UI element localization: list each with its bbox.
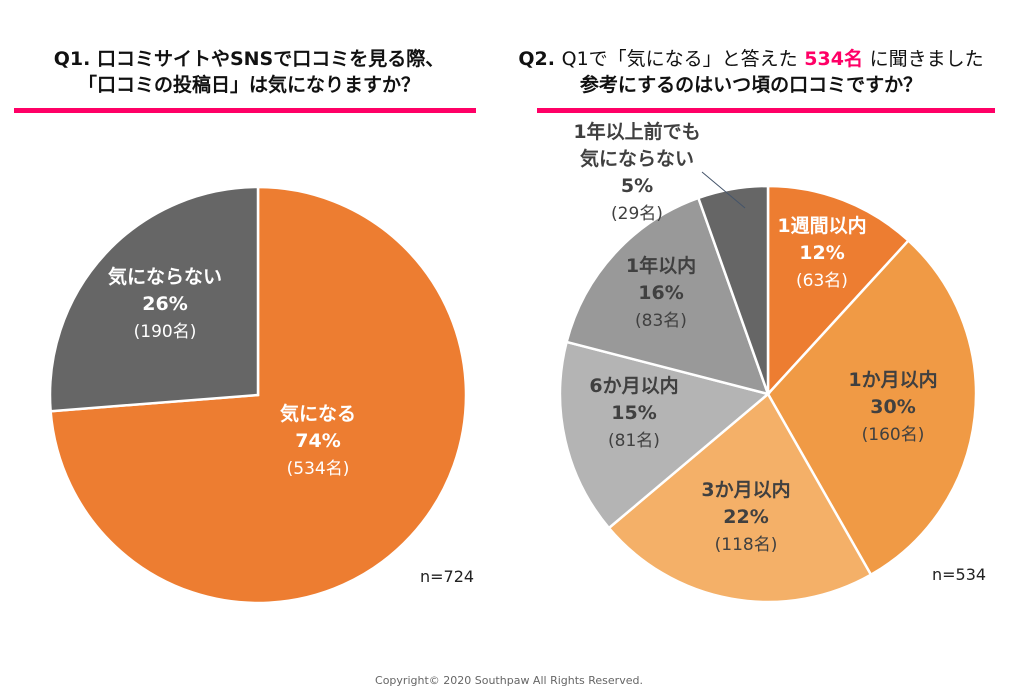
q2-slice-1-label: 1週間以内 bbox=[777, 214, 866, 237]
q2-underline bbox=[537, 108, 995, 113]
q1-pie-slice-2 bbox=[48, 185, 260, 413]
q2-respondent-count: 534名 bbox=[804, 48, 863, 70]
q2-slice-4-count: (81名) bbox=[608, 431, 660, 451]
q2-slice-2-percent: 30% bbox=[870, 396, 915, 418]
q2-pie-slice-3 bbox=[607, 392, 873, 604]
q2-pie-slice-6 bbox=[696, 184, 770, 395]
q2-slice-6-percent: 5% bbox=[621, 175, 653, 197]
q1-slice-2-percent: 26% bbox=[142, 293, 187, 315]
q2-title-line1: Q2. Q1で「気になる」と答えた 534名 に聞きました bbox=[486, 46, 1016, 72]
q2-slice-2-count: (160名) bbox=[862, 425, 925, 445]
q2-slice-5-label: 1年以内 bbox=[626, 254, 696, 277]
q1-slice-2-count: (190名) bbox=[134, 322, 197, 342]
q2-slice-6-count: (29名) bbox=[611, 204, 663, 224]
q1-title: Q1. 口コミサイトやSNSで口コミを見る際、 「口コミの投稿日」は気になります… bbox=[14, 46, 484, 98]
q2-slice-4-percent: 15% bbox=[611, 402, 656, 424]
q1-slice-1-percent: 74% bbox=[295, 430, 340, 452]
q2-slice-3-count: (118名) bbox=[715, 535, 778, 555]
q1-title-line2: 「口コミの投稿日」は気になりますか？ bbox=[77, 74, 420, 96]
q2-slice-5-percent: 16% bbox=[638, 282, 683, 304]
q2-number: Q2. bbox=[518, 48, 555, 70]
q2-line1-text: Q1で「気になる」と答えた bbox=[561, 48, 798, 70]
q2-slice-5-count: (83名) bbox=[635, 311, 687, 331]
q2-sample-size: n=534 bbox=[932, 565, 986, 584]
q1-slice-2-label: 気にならない bbox=[108, 265, 222, 288]
q2-slice-3-percent: 22% bbox=[723, 506, 768, 528]
q1-slice-1-count: (534名) bbox=[287, 459, 350, 479]
q2-slice-1-count: (63名) bbox=[796, 271, 848, 291]
q2-callout-line bbox=[701, 171, 746, 209]
q1-slice-1-label: 気になる bbox=[280, 402, 356, 425]
q2-slice-1-percent: 12% bbox=[799, 242, 844, 264]
q2-line1-tail: に聞きました bbox=[869, 48, 984, 70]
copyright-footer: Copyright© 2020 Southpaw All Rights Rese… bbox=[375, 674, 643, 687]
q2-slice-4-label: 6か月以内 bbox=[589, 374, 678, 397]
q2-slice-6-label: 気にならない bbox=[580, 147, 694, 170]
q2-title-line2: 参考にするのはいつ頃の口コミですか？ bbox=[579, 74, 923, 96]
q2-pie-slice-2 bbox=[766, 238, 978, 577]
q1-underline bbox=[14, 108, 476, 113]
q1-title-line1: Q1. 口コミサイトやSNSで口コミを見る際、 bbox=[53, 48, 445, 70]
q2-slice-2-label: 1か月以内 bbox=[848, 368, 937, 391]
q2-slice-6-label: 1年以上前でも bbox=[573, 120, 700, 143]
q2-pie-slice-1 bbox=[766, 184, 911, 398]
q2-pie-slice-5 bbox=[565, 196, 770, 396]
q2-title: Q2. Q1で「気になる」と答えた 534名 に聞きました 参考にするのはいつ頃… bbox=[486, 46, 1016, 98]
q1-sample-size: n=724 bbox=[420, 567, 474, 586]
q2-pie-chart: 1週間以内 12% (63名) 1か月以内 30% (160名) 3か月以内 22% (118名… bbox=[558, 120, 986, 604]
q2-pie-slice-4 bbox=[558, 340, 771, 530]
q1-pie-chart: 気になる 74% (534名) 気にならない 26% (190名) n=724 bbox=[48, 185, 474, 605]
q2-slice-3-label: 3か月以内 bbox=[701, 478, 790, 501]
